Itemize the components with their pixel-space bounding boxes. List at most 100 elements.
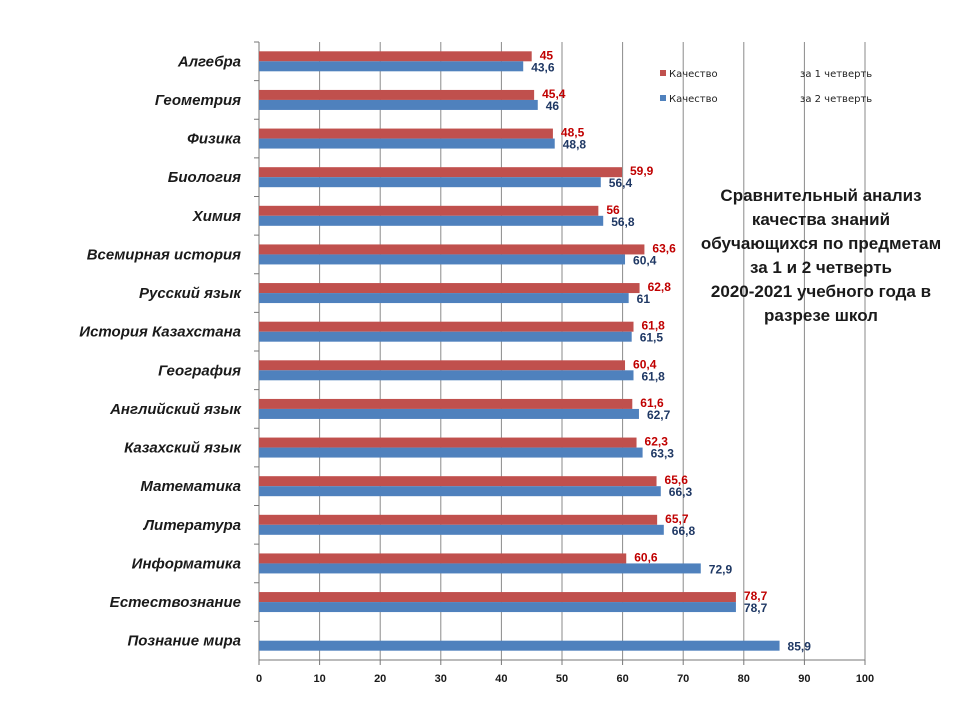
bar-q2	[259, 524, 664, 535]
bar-q1	[259, 592, 736, 603]
bar-q2	[259, 138, 555, 149]
bar-q2	[259, 254, 626, 265]
data-label-q1: 62,8	[648, 280, 672, 294]
x-tick-label: 70	[677, 673, 689, 685]
bar-q1	[259, 205, 599, 216]
bar-q2	[259, 99, 538, 110]
bar-q2	[259, 370, 634, 381]
title-line-5: 2020-2021 учебного года в	[710, 282, 932, 301]
category-label: Геометрия	[155, 92, 241, 109]
bar-q1	[259, 437, 637, 448]
bar-q2	[259, 293, 629, 304]
category-label: Математика	[140, 478, 241, 495]
x-tick-label: 80	[738, 673, 750, 685]
data-label-q1: 56	[606, 203, 620, 217]
x-tick-label: 100	[856, 673, 874, 685]
bar-q2	[259, 640, 780, 651]
data-label-q1: 60,6	[634, 550, 658, 564]
legend-swatch	[660, 95, 666, 101]
x-tick-label: 60	[616, 673, 628, 685]
x-tick-label: 50	[556, 673, 568, 685]
category-label: Русский язык	[139, 285, 242, 302]
bar-q1	[259, 89, 535, 100]
data-label-q2: 62,7	[647, 408, 671, 422]
bar-q1	[259, 244, 645, 255]
data-label-q2: 56,4	[609, 176, 633, 190]
bar-q2	[259, 563, 701, 574]
bar-q2	[259, 61, 524, 72]
data-label-q2: 61,8	[642, 369, 666, 383]
data-label-q1: 45,4	[542, 87, 566, 101]
title-line-4: за 1 и 2 четверть	[750, 258, 892, 277]
category-label: Всемирная история	[87, 246, 241, 263]
data-label-q1: 78,7	[744, 589, 768, 603]
title-line-1: Сравнительный анализ	[720, 186, 922, 205]
bar-q1	[259, 360, 626, 371]
category-label: Информатика	[132, 555, 241, 572]
data-label-q1: 61,8	[642, 319, 666, 333]
bar-q1	[259, 283, 640, 294]
data-label-q2: 63,3	[651, 447, 675, 461]
category-label: Алгебра	[177, 53, 241, 70]
data-label-q2: 78,7	[744, 601, 768, 615]
x-tick-label: 20	[374, 673, 386, 685]
category-label: Биология	[168, 169, 241, 186]
bar-q1	[259, 51, 532, 62]
title-line-3: обучающихся по предметам	[700, 234, 942, 253]
data-label-q1: 65,6	[665, 473, 689, 487]
category-label: Казахский язык	[124, 440, 242, 457]
data-label-q2: 43,6	[531, 60, 555, 74]
bar-q2	[259, 331, 632, 342]
data-label-q1: 60,4	[633, 357, 657, 371]
category-label: История Казахстана	[79, 324, 241, 341]
bar-q2	[259, 602, 736, 613]
legend-period: за 2 четверть	[800, 94, 872, 105]
data-label-q2: 85,9	[788, 640, 812, 654]
bar-q2	[259, 408, 639, 419]
category-label: География	[158, 362, 241, 379]
data-label-q2: 66,3	[669, 485, 693, 499]
data-label-q2: 46	[546, 99, 560, 113]
chart-title: Сравнительный анализ качества знаний обу…	[686, 184, 956, 328]
title-line-6: разрезе школ	[764, 306, 878, 325]
legend-label: Качество	[669, 69, 718, 80]
bar-q1	[259, 553, 627, 564]
data-label-q1: 45	[540, 48, 554, 62]
x-tick-label: 40	[495, 673, 507, 685]
legend-label: Качество	[669, 94, 718, 105]
bar-q2	[259, 447, 643, 458]
legend-period: за 1 четверть	[800, 69, 872, 80]
data-label-q1: 62,3	[645, 435, 669, 449]
data-label-q2: 60,4	[633, 253, 657, 267]
data-label-q2: 61	[637, 292, 651, 306]
category-label: Английский язык	[109, 401, 242, 418]
category-label: Познание мира	[127, 633, 241, 650]
bar-q1	[259, 476, 657, 487]
data-label-q2: 48,8	[563, 138, 587, 152]
bar-q2	[259, 177, 601, 188]
bar-q1	[259, 128, 553, 139]
title-line-2: качества знаний	[751, 210, 891, 229]
bar-q2	[259, 215, 604, 226]
legend-swatch	[660, 70, 666, 76]
bar-q1	[259, 321, 634, 332]
bar-q1	[259, 167, 622, 178]
data-label-q2: 72,9	[709, 562, 733, 576]
x-tick-label: 90	[798, 673, 810, 685]
data-label-q1: 48,5	[561, 126, 585, 140]
data-label-q2: 56,8	[611, 215, 635, 229]
category-label: Физика	[187, 131, 241, 148]
x-tick-label: 10	[313, 673, 325, 685]
data-label-q2: 66,8	[672, 524, 696, 538]
x-tick-label: 0	[256, 673, 262, 685]
data-label-q1: 61,6	[640, 396, 664, 410]
bar-q1	[259, 398, 633, 409]
data-label-q2: 61,5	[640, 331, 664, 345]
data-label-q1: 59,9	[630, 164, 654, 178]
data-label-q1: 63,6	[652, 241, 676, 255]
bar-q1	[259, 514, 658, 525]
data-label-q1: 65,7	[665, 512, 689, 526]
category-label: Естествознание	[110, 594, 241, 611]
bar-q2	[259, 486, 661, 497]
